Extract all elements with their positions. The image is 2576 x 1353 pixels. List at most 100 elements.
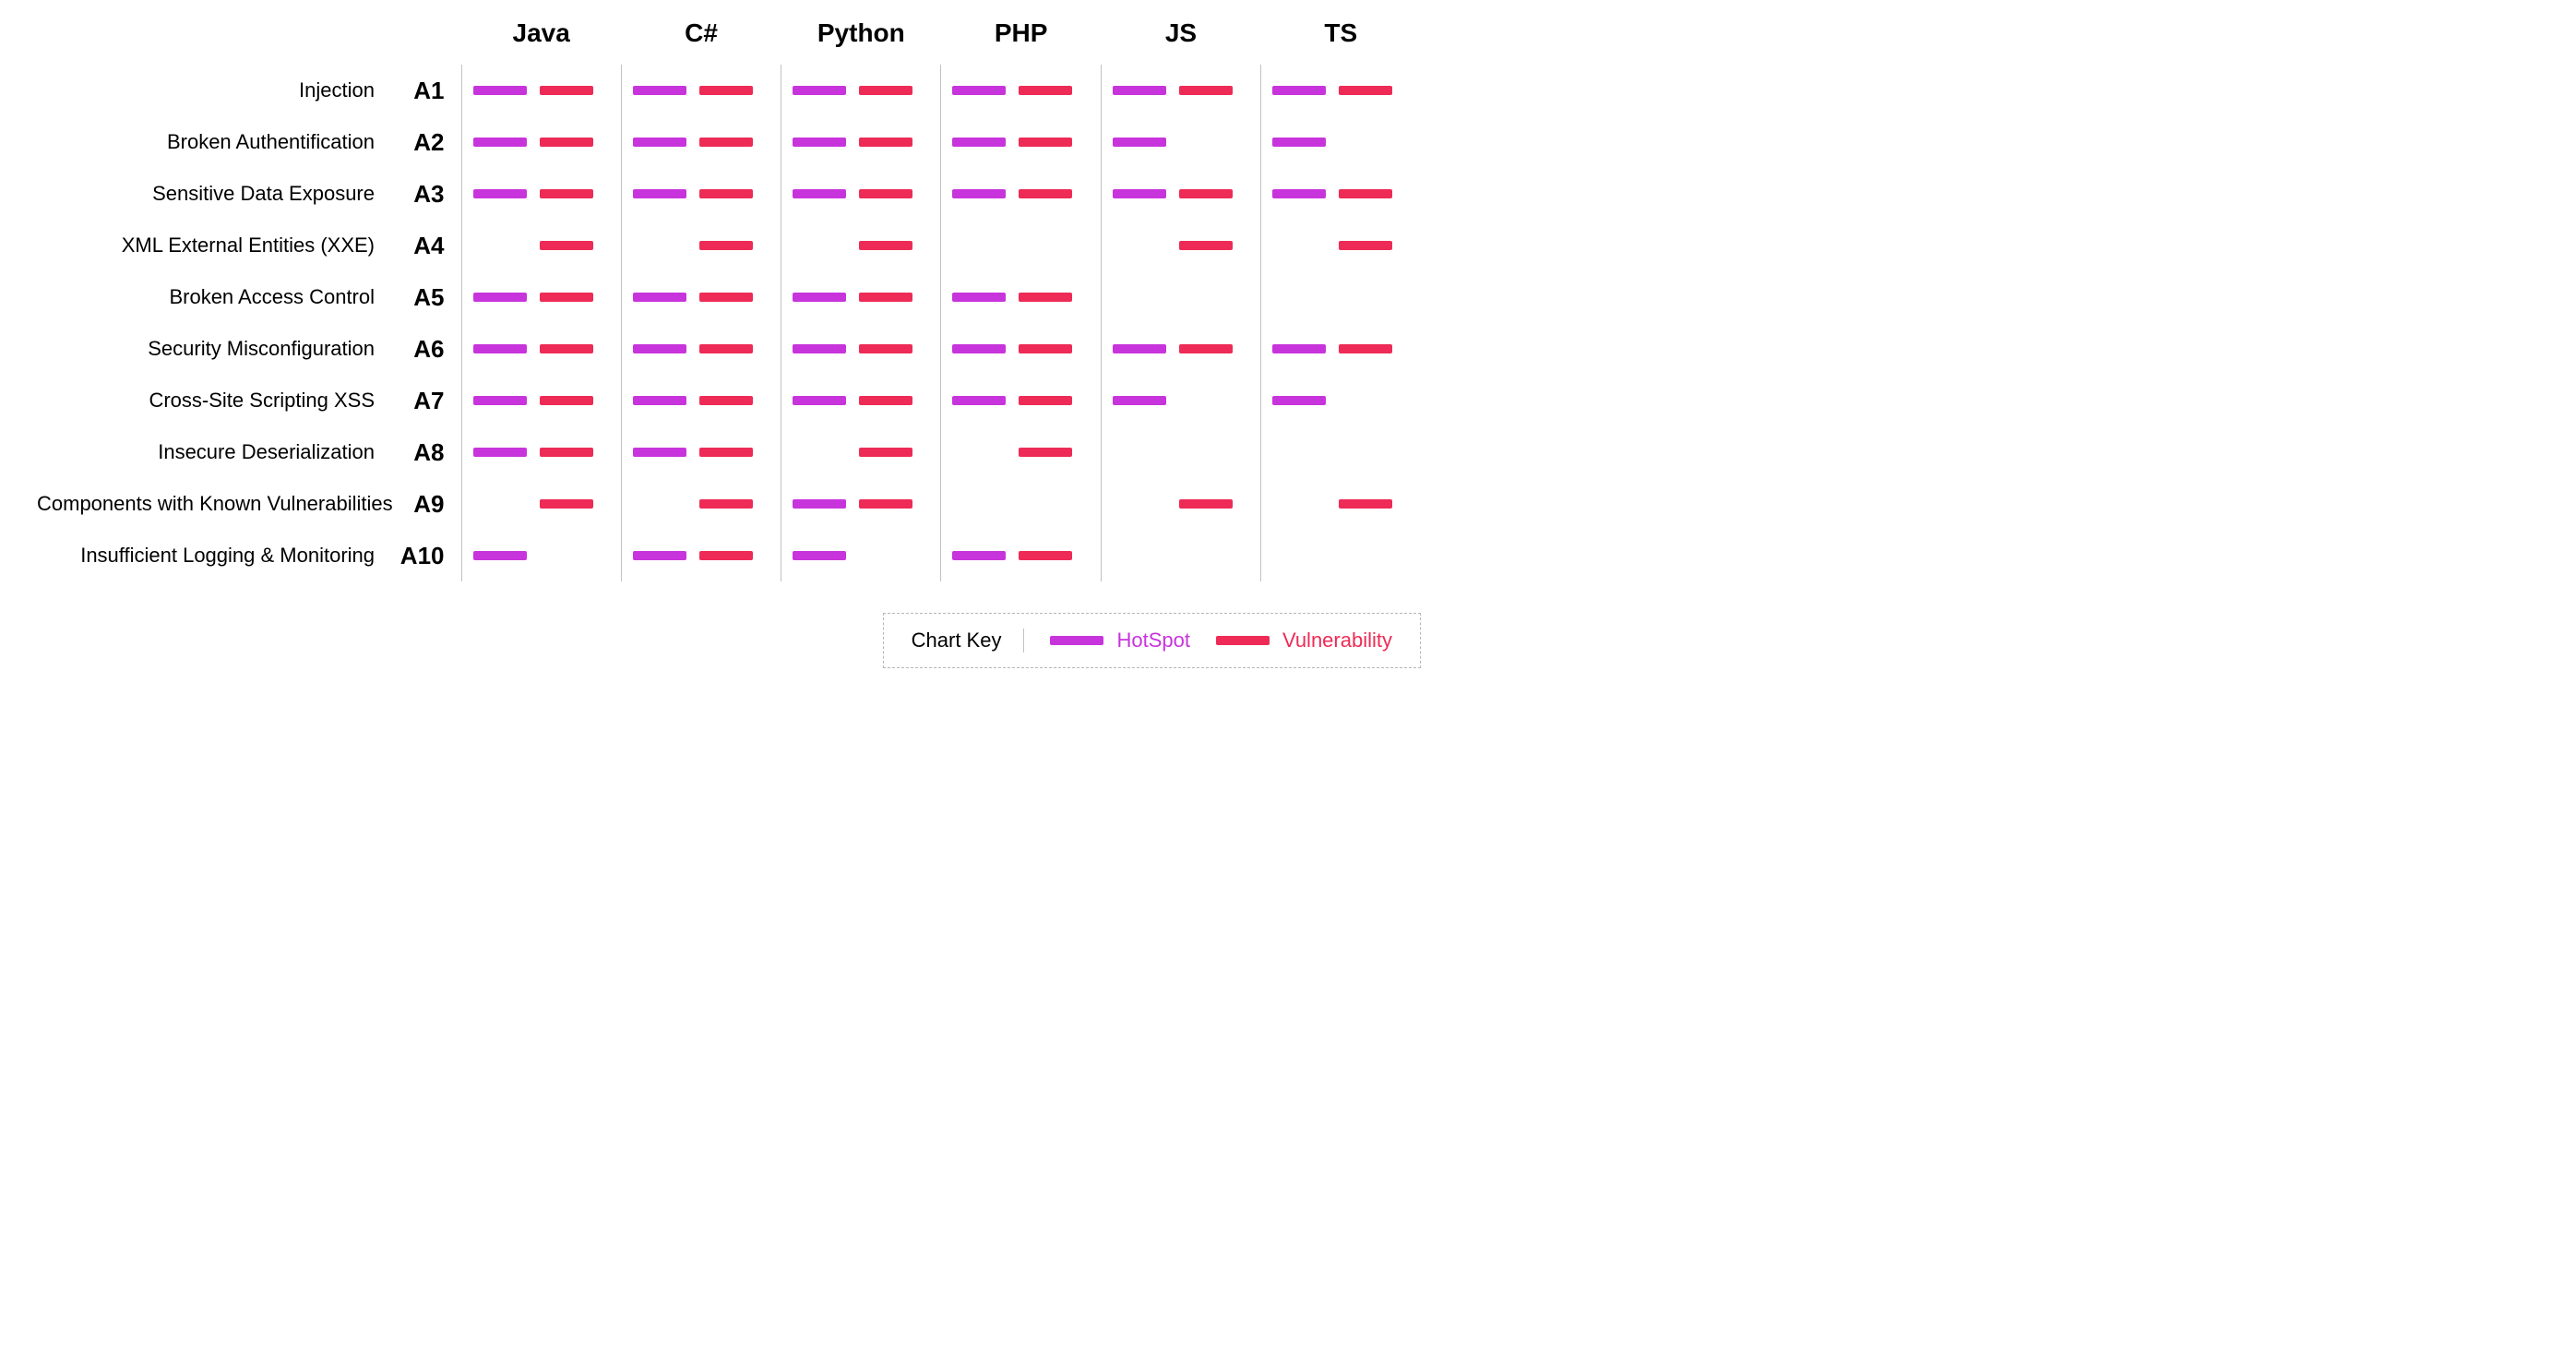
vulnerability-mark — [699, 293, 753, 302]
vulnerability-mark — [1019, 189, 1072, 198]
legend-item: Vulnerability — [1216, 629, 1392, 653]
hotspot-mark — [1272, 189, 1326, 198]
vulnerability-mark — [859, 189, 912, 198]
legend-item-label: Vulnerability — [1282, 629, 1392, 653]
lang-header: PHP — [941, 18, 1101, 65]
hotspot-mark — [1272, 499, 1326, 509]
matrix-cell — [1261, 426, 1421, 478]
row-code: A2 — [388, 116, 461, 168]
hotspot-mark — [952, 396, 1006, 405]
matrix-cell — [941, 426, 1101, 478]
vulnerability-mark — [1179, 344, 1233, 353]
matrix-cell — [621, 168, 781, 220]
matrix-cell — [1261, 323, 1421, 375]
vulnerability-mark — [699, 344, 753, 353]
hotspot-mark — [952, 86, 1006, 95]
legend: Chart Key HotSpotVulnerability — [883, 613, 1421, 668]
hotspot-mark — [633, 86, 686, 95]
matrix-cell — [461, 116, 621, 168]
vulnerability-mark — [540, 86, 593, 95]
lang-header: Java — [461, 18, 621, 65]
vulnerability-mark — [540, 551, 593, 560]
matrix-cell — [941, 323, 1101, 375]
hotspot-swatch — [1050, 636, 1103, 645]
matrix-row: Sensitive Data ExposureA3 — [37, 168, 1421, 220]
matrix-cell — [1101, 271, 1260, 323]
matrix-cell — [461, 375, 621, 426]
matrix-cell — [781, 478, 941, 530]
row-label: Cross-Site Scripting XSS — [37, 375, 388, 426]
vulnerability-mark — [1019, 293, 1072, 302]
matrix-row: Insecure DeserializationA8 — [37, 426, 1421, 478]
vulnerability-mark — [540, 241, 593, 250]
vulnerability-mark — [699, 86, 753, 95]
row-label: Insecure Deserialization — [37, 426, 388, 478]
vulnerability-mark — [1339, 189, 1392, 198]
hotspot-mark — [1272, 86, 1326, 95]
matrix-cell — [781, 271, 941, 323]
hotspot-mark — [633, 396, 686, 405]
hotspot-mark — [473, 241, 527, 250]
matrix-cell — [621, 220, 781, 271]
vulnerability-mark — [859, 241, 912, 250]
hotspot-mark — [1272, 396, 1326, 405]
hotspot-mark — [952, 241, 1006, 250]
matrix-cell — [781, 168, 941, 220]
matrix-cell — [941, 271, 1101, 323]
row-label: Broken Access Control — [37, 271, 388, 323]
matrix-cell — [621, 478, 781, 530]
vulnerability-mark — [1179, 448, 1233, 457]
header-spacer-label — [37, 18, 388, 65]
hotspot-mark — [1272, 448, 1326, 457]
vulnerability-mark — [1339, 396, 1392, 405]
vulnerability-mark — [699, 241, 753, 250]
vulnerability-mark — [1339, 551, 1392, 560]
header-spacer-code — [388, 18, 461, 65]
matrix-cell — [781, 375, 941, 426]
vulnerability-mark — [859, 396, 912, 405]
vulnerability-mark — [1339, 86, 1392, 95]
row-code: A8 — [388, 426, 461, 478]
matrix-cell — [1101, 323, 1260, 375]
hotspot-mark — [633, 241, 686, 250]
vulnerability-mark — [1339, 448, 1392, 457]
vulnerability-mark — [540, 138, 593, 147]
matrix-cell — [621, 116, 781, 168]
matrix-cell — [1101, 116, 1260, 168]
hotspot-mark — [473, 448, 527, 457]
matrix-row: Broken Access ControlA5 — [37, 271, 1421, 323]
row-label: Security Misconfiguration — [37, 323, 388, 375]
vulnerability-mark — [1019, 241, 1072, 250]
vulnerability-mark — [1339, 499, 1392, 509]
legend-item: HotSpot — [1050, 629, 1190, 653]
vulnerability-mark — [1339, 344, 1392, 353]
hotspot-mark — [793, 293, 846, 302]
matrix-cell — [781, 530, 941, 581]
matrix-cell — [461, 530, 621, 581]
vulnerability-swatch — [1216, 636, 1270, 645]
row-code: A6 — [388, 323, 461, 375]
hotspot-mark — [952, 293, 1006, 302]
hotspot-mark — [473, 293, 527, 302]
hotspot-mark — [952, 138, 1006, 147]
matrix-cell — [941, 168, 1101, 220]
vulnerability-mark — [1019, 86, 1072, 95]
hotspot-mark — [793, 344, 846, 353]
row-label: XML External Entities (XXE) — [37, 220, 388, 271]
matrix-cell — [1261, 116, 1421, 168]
row-code: A7 — [388, 375, 461, 426]
matrix-row: Cross-Site Scripting XSSA7 — [37, 375, 1421, 426]
matrix-cell — [1261, 220, 1421, 271]
vulnerability-mark — [1179, 396, 1233, 405]
vulnerability-mark — [699, 189, 753, 198]
hotspot-mark — [1113, 241, 1166, 250]
vulnerability-mark — [1339, 293, 1392, 302]
hotspot-mark — [793, 499, 846, 509]
row-code: A3 — [388, 168, 461, 220]
matrix-cell — [1261, 168, 1421, 220]
hotspot-mark — [1272, 241, 1326, 250]
vulnerability-mark — [1339, 241, 1392, 250]
hotspot-mark — [793, 396, 846, 405]
matrix-row: Broken AuthentificationA2 — [37, 116, 1421, 168]
hotspot-mark — [633, 551, 686, 560]
